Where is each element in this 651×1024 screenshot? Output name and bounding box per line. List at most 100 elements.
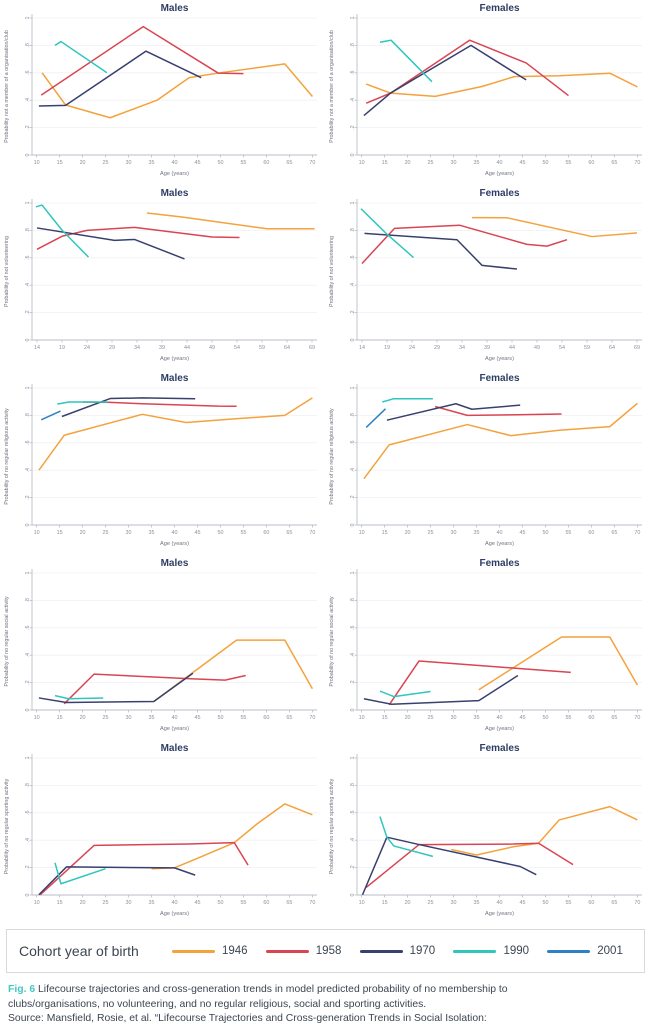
y-tick-label: 0 (350, 709, 356, 712)
series-line-2001 (365, 408, 387, 428)
legend-entry-1958: 1958 (265, 945, 341, 957)
series-line-1946 (471, 216, 638, 238)
y-tick-label: 1 (25, 17, 31, 20)
x-tick-label: 59 (259, 345, 265, 351)
x-axis-title: Age (years) (485, 726, 514, 732)
chart-row3-males: Males 0 .2 .4 .6 .8 1 10 15 20 25 30 35 40 45 50 55 60 65 7… (4, 373, 317, 547)
y-tick-label: 0 (25, 154, 31, 157)
series-line-1990 (379, 39, 433, 83)
x-tick-label: 30 (126, 900, 132, 906)
x-tick-label: 55 (240, 160, 246, 166)
series-line-1958 (434, 405, 562, 417)
y-tick-label: .2 (350, 125, 356, 130)
chart-row2-males: Males 0 .2 .4 .6 .8 1 14 19 24 29 34 39 44 49 54 59 64 69 A… (4, 188, 317, 362)
x-tick-label: 50 (217, 715, 223, 721)
y-tick-label: 1 (350, 202, 356, 205)
figure-caption: Fig. 6 Lifecourse trajectories and cross… (8, 983, 643, 1024)
x-tick-label: 60 (263, 715, 269, 721)
x-tick-label: 65 (611, 160, 617, 166)
x-tick-label: 70 (634, 530, 640, 536)
y-tick-label: .4 (350, 838, 356, 843)
x-axis-title: Age (years) (485, 911, 514, 917)
x-tick-label: 55 (240, 900, 246, 906)
x-tick-label: 45 (194, 530, 200, 536)
x-tick-label: 44 (184, 345, 190, 351)
x-tick-label: 30 (451, 715, 457, 721)
x-tick-label: 44 (509, 345, 515, 351)
series-line-1946 (153, 639, 314, 703)
x-tick-label: 10 (359, 530, 365, 536)
series-line-1970 (61, 397, 196, 418)
panel-row5-males: Males 0 .2 .4 .6 .8 1 10 15 20 25 30 35 40 45 50 55 60 65 7… (0, 740, 325, 925)
panel-title: Females (479, 558, 519, 569)
y-tick-label: .4 (25, 283, 31, 288)
y-axis-title: Probability not a member of a organisati… (4, 30, 10, 143)
series-line-1958 (388, 660, 571, 706)
series-line-1958 (365, 842, 574, 889)
y-tick-label: 0 (25, 524, 31, 527)
x-tick-label: 25 (428, 160, 434, 166)
x-tick-label: 45 (519, 900, 525, 906)
caption-line-3: Source: Mansfield, Rosie, et al. “Lifeco… (8, 1013, 487, 1024)
panel-title: Females (479, 743, 519, 754)
x-tick-label: 10 (34, 900, 40, 906)
chart-row-5: Males 0.2.4.6.8 1 10 15 20 25 30 35 40 45 50 55 60 65 7… (0, 740, 651, 925)
x-tick-label: 45 (519, 530, 525, 536)
x-tick-label: 65 (286, 160, 292, 166)
series-line-1990 (54, 40, 108, 74)
y-tick-label: .8 (25, 598, 31, 603)
x-tick-label: 15 (57, 715, 63, 721)
y-tick-label: .4 (350, 468, 356, 473)
chart-row1-males: Males 0 .2 .4 .6 .8 1 10 15 20 25 30 35 40 45 50 55 60 65 7… (4, 3, 317, 177)
y-axis-title: Probability of no regular social activit… (4, 596, 10, 686)
y-tick-label: .6 (350, 71, 356, 76)
x-tick-label: 20 (80, 715, 86, 721)
legend-label-1970: 1970 (409, 945, 436, 957)
x-axis-title: Age (years) (160, 911, 189, 917)
x-tick-label: 50 (217, 900, 223, 906)
series-line-1970 (361, 836, 537, 896)
y-tick-label: .2 (25, 495, 31, 500)
y-tick-label: .8 (25, 783, 31, 788)
x-tick-label: 70 (634, 900, 640, 906)
x-tick-label: 60 (588, 900, 594, 906)
x-tick-label: 34 (459, 345, 465, 351)
x-tick-label: 25 (428, 900, 434, 906)
panel-row2-females: Females 0 .2 .4 .6 .8 1 14 19 24 29 34 39 44 49 54 59 64 6… (325, 185, 650, 370)
y-tick-label: .6 (25, 811, 31, 816)
x-tick-label: 35 (149, 530, 155, 536)
legend-title: Cohort year of birth (19, 943, 139, 959)
panel-title: Females (479, 373, 519, 384)
x-tick-label: 50 (217, 160, 223, 166)
series-line-1946 (478, 636, 639, 691)
x-tick-label: 50 (542, 715, 548, 721)
caption-line-1: Fig. 6 Lifecourse trajectories and cross… (8, 983, 643, 998)
x-tick-label: 49 (209, 345, 215, 351)
chart-row4-females: Females 0 .2 .4 .6 .8 1 10 15 20 25 30 35 40 45 50 55 60 6… (329, 558, 642, 732)
x-tick-label: 35 (149, 160, 155, 166)
x-tick-label: 55 (240, 530, 246, 536)
x-tick-label: 45 (519, 715, 525, 721)
x-tick-label: 30 (126, 715, 132, 721)
panel-title: Males (161, 3, 189, 14)
x-tick-label: 19 (384, 345, 390, 351)
x-tick-label: 40 (172, 715, 178, 721)
x-tick-label: 20 (80, 160, 86, 166)
panel-row3-males: Males 0 .2 .4 .6 .8 1 10 15 20 25 30 35 40 45 50 55 60 65 7… (0, 370, 325, 555)
y-tick-label: .8 (350, 598, 356, 603)
y-tick-label: .8 (25, 228, 31, 233)
y-tick-label: 1 (350, 17, 356, 20)
x-axis-title: Age (years) (485, 356, 514, 362)
y-tick-label: .8 (25, 43, 31, 48)
x-tick-label: 20 (405, 530, 411, 536)
y-tick-label: 1 (350, 572, 356, 575)
legend-swatch-2001 (547, 949, 591, 953)
x-tick-label: 19 (59, 345, 65, 351)
x-tick-label: 10 (359, 900, 365, 906)
x-tick-label: 15 (382, 160, 388, 166)
y-tick-label: .6 (25, 626, 31, 631)
legend-entry-1946: 1946 (171, 945, 248, 957)
panel-title: Males (161, 373, 189, 384)
x-tick-label: 25 (103, 530, 109, 536)
series-line-1970 (363, 44, 527, 117)
